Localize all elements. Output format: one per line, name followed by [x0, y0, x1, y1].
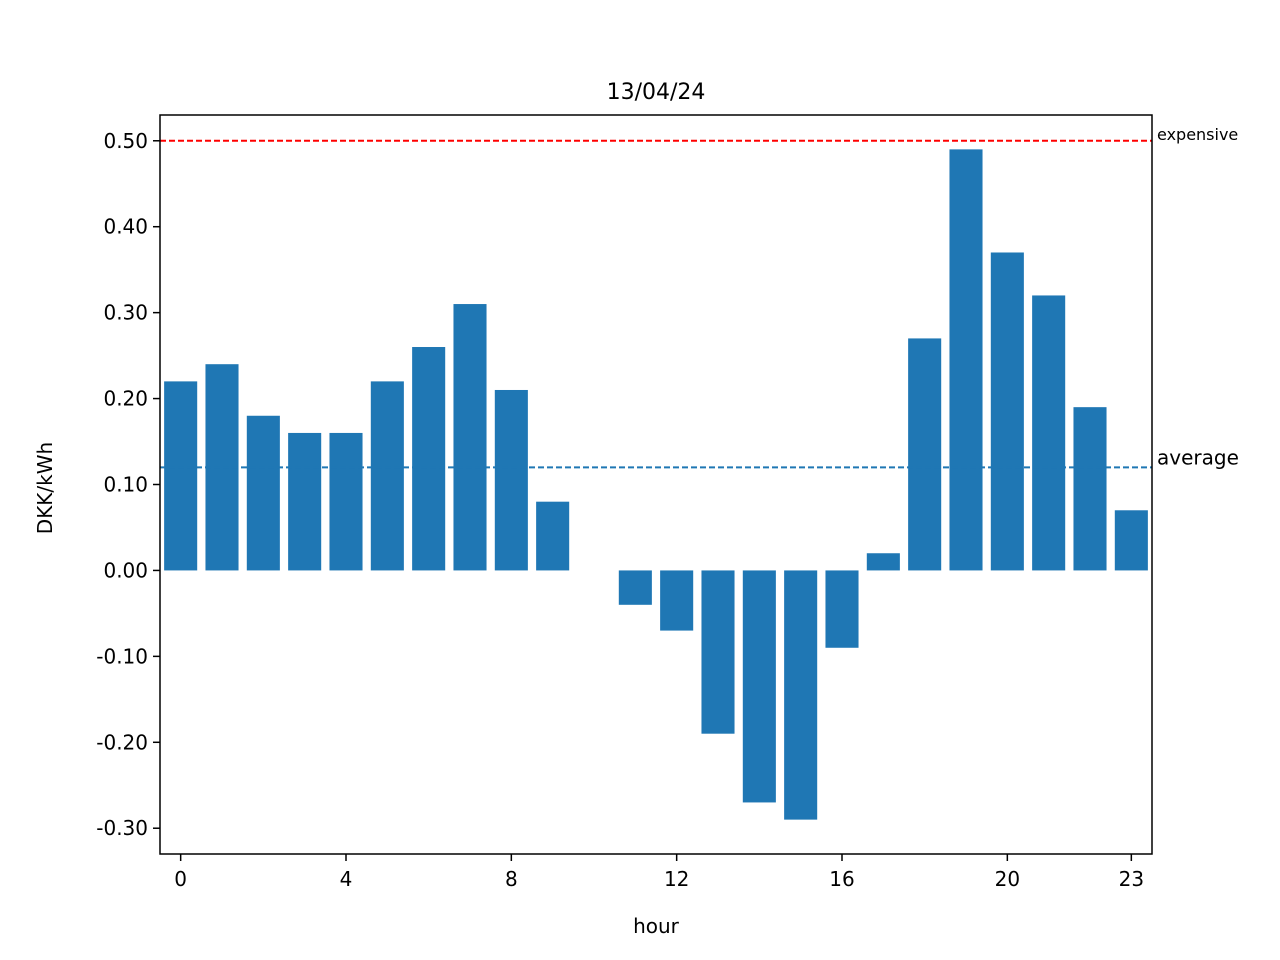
- chart-title: 13/04/24: [607, 80, 706, 105]
- x-tick-label: 0: [174, 867, 187, 891]
- y-tick-label: 0.00: [103, 558, 148, 582]
- bar-hour-5: [370, 381, 404, 571]
- reference-lines: expensive average: [160, 125, 1239, 469]
- y-tick-label: 0.20: [103, 387, 148, 411]
- y-tick-label: -0.10: [96, 644, 148, 668]
- bar-hour-18: [908, 338, 942, 571]
- x-axis-label: hour: [633, 914, 680, 938]
- bar-hour-4: [329, 432, 363, 571]
- y-tick-label: 0.40: [103, 215, 148, 239]
- bar-hour-2: [246, 415, 280, 571]
- bar-hour-23: [1114, 510, 1148, 571]
- y-axis-label: DKK/kWh: [33, 442, 57, 534]
- bar-hour-15: [784, 570, 818, 820]
- expensive-label: expensive: [1157, 125, 1238, 144]
- bars-group: [164, 149, 1148, 820]
- x-tick-label: 16: [829, 867, 854, 891]
- y-tick-label: 0.30: [103, 301, 148, 325]
- x-tick-label: 8: [505, 867, 518, 891]
- bar-hour-21: [1032, 295, 1066, 571]
- bar-hour-3: [288, 432, 322, 571]
- bar-hour-20: [990, 252, 1024, 571]
- bar-hour-19: [949, 149, 983, 571]
- bar-hour-14: [742, 570, 776, 803]
- bar-hour-8: [494, 389, 528, 571]
- x-tick-label: 23: [1119, 867, 1144, 891]
- bar-hour-6: [412, 347, 446, 571]
- y-tick-label: 0.50: [103, 129, 148, 153]
- x-tick-label: 20: [995, 867, 1020, 891]
- x-tick-label: 4: [340, 867, 353, 891]
- y-tick-label: 0.10: [103, 473, 148, 497]
- bar-hour-16: [825, 570, 859, 648]
- bar-hour-17: [866, 553, 900, 571]
- x-axis: 0 4 8 12 16 20 23: [174, 854, 1144, 891]
- y-tick-label: -0.30: [96, 816, 148, 840]
- average-label: average: [1157, 445, 1239, 469]
- bar-hour-22: [1073, 407, 1107, 571]
- y-axis: 0.50 0.40 0.30 0.20 0.10 0.00 -0.10 -0.20 -0.30: [96, 129, 160, 840]
- bar-hour-7: [453, 304, 487, 571]
- bar-hour-11: [618, 570, 652, 605]
- bar-hour-0: [164, 381, 198, 571]
- bar-hour-12: [660, 570, 694, 631]
- bar-hour-13: [701, 570, 735, 734]
- bar-hour-9: [536, 501, 570, 571]
- y-tick-label: -0.20: [96, 730, 148, 754]
- x-tick-label: 12: [664, 867, 689, 891]
